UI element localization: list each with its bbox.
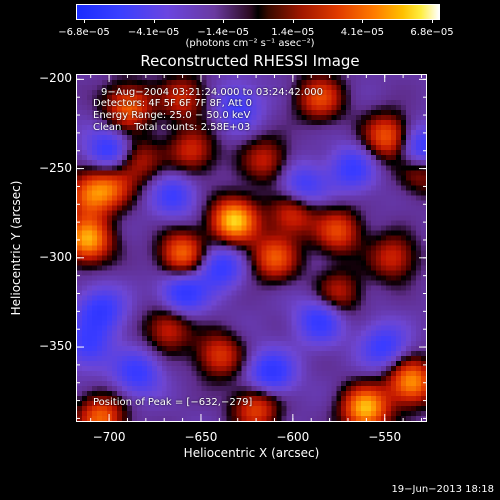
plot-area: 9−Aug−2004 03:21:24.000 to 03:24:42.000 …: [76, 74, 427, 422]
colorbar-tick-mark: [84, 19, 85, 23]
y-tick-label: −350: [39, 339, 72, 354]
colorbar-units: (photons cm⁻² s⁻¹ asec⁻²): [185, 38, 315, 49]
x-axis-label: Heliocentric X (arcsec): [183, 446, 320, 460]
x-tick-label: −650: [184, 430, 218, 444]
colorbar-tick-label: 6.8e−05: [410, 27, 454, 38]
x-tick-label: −600: [276, 430, 310, 444]
annotation-energy: Energy Range: 25.0 − 50.0 keV: [93, 110, 251, 121]
colorbar-tick-mark: [432, 19, 433, 23]
colorbar-tick-mark: [362, 19, 364, 23]
colorbar: [76, 4, 440, 20]
colorbar-tick-mark: [292, 19, 294, 23]
x-tick-label: −550: [368, 430, 402, 444]
y-tick-label: −300: [39, 249, 72, 264]
colorbar-tick-label: −6.8e−05: [58, 27, 110, 38]
annotation-method: Clean Total counts: 2.58E+03: [93, 122, 251, 133]
x-tick-label: −700: [92, 430, 126, 444]
chart-title: Reconstructed RHESSI Image: [140, 52, 360, 70]
y-tick-label: −200: [39, 71, 72, 86]
colorbar-tick-label: 1.4e−05: [271, 27, 315, 38]
colorbar-tick-label: −4.1e−05: [127, 27, 180, 38]
y-tick-label: −250: [39, 160, 72, 175]
annotation-time-range: 9−Aug−2004 03:21:24.000 to 03:24:42.000: [101, 87, 324, 98]
heatmap-image: [77, 75, 426, 421]
colorbar-tick-label: 4.1e−05: [340, 27, 384, 38]
y-axis-label: Heliocentric Y (arcsec): [9, 180, 23, 316]
annotation-peak: Position of Peak = [−632,−279]: [93, 397, 253, 408]
annotation-detectors: Detectors: 4F 5F 6F 7F 8F, Att 0: [93, 98, 253, 109]
colorbar-tick-mark: [153, 19, 155, 23]
footer-timestamp: 19−Jun−2013 18:18: [391, 484, 494, 495]
colorbar-tick-mark: [223, 19, 225, 23]
colorbar-tick-label: −1.4e−05: [197, 27, 249, 38]
